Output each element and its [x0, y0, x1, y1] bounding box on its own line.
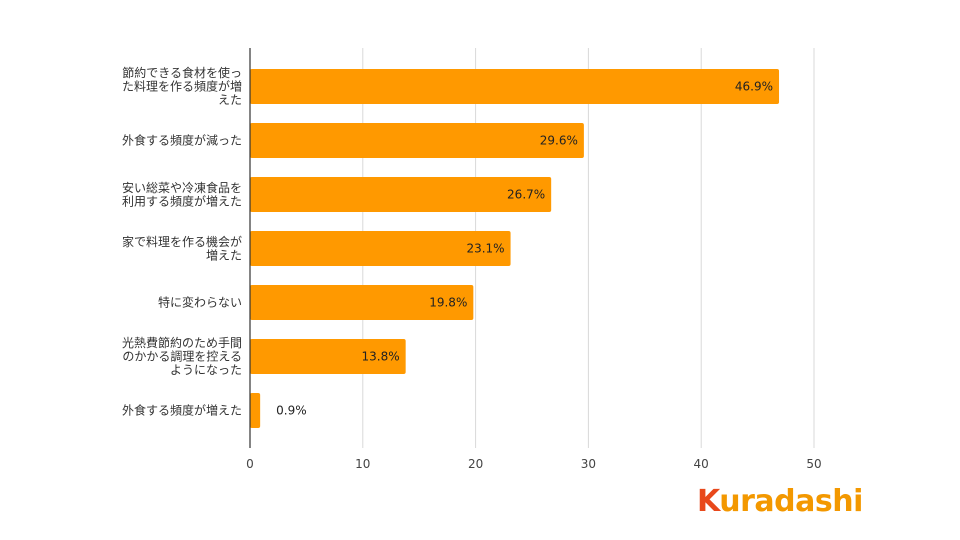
value-label-2: 29.6% [540, 134, 578, 148]
x-tick-labels: 0 10 20 30 40 50 [246, 457, 821, 471]
value-labels: 46.9% 29.6% 26.7% 23.1% 19.8% 13.8% 0.9% [276, 80, 773, 418]
category-label-6: 光熱費節約のため手間のかかる調理を控えるようになった [122, 335, 242, 377]
x-tick-label-0: 0 [246, 457, 254, 471]
category-labels: 節約できる食材を使った料理を作る頻度が増えた外食する頻度が減った安い総菜や冷凍食… [122, 65, 242, 418]
kuradashi-logo: Kuradashi [697, 487, 863, 517]
logo-text: uradashi [719, 484, 863, 519]
x-tick-label-40: 40 [694, 457, 709, 471]
category-label-4: 家で料理を作る機会が増えた [122, 234, 242, 263]
category-label-1: 節約できる食材を使った料理を作る頻度が増えた [122, 65, 242, 107]
value-label-1: 46.9% [735, 80, 773, 94]
x-tick-label-20: 20 [468, 457, 483, 471]
value-label-3: 26.7% [507, 188, 545, 202]
x-tick-label-50: 50 [806, 457, 821, 471]
value-label-5: 19.8% [429, 296, 467, 310]
category-label-3: 安い総菜や冷凍食品を利用する頻度が増えた [122, 180, 242, 209]
bar-5 [250, 285, 474, 320]
bar-1 [250, 69, 780, 104]
bar-6 [250, 339, 406, 374]
value-label-6: 13.8% [362, 350, 400, 364]
bar-2 [250, 123, 584, 158]
category-label-2: 外食する頻度が減った [122, 133, 242, 148]
category-label-7: 外食する頻度が増えた [122, 403, 242, 418]
bar-4 [250, 231, 511, 266]
gridlines [362, 48, 815, 448]
value-label-4: 23.1% [466, 242, 504, 256]
bar-3 [250, 177, 552, 212]
bars [250, 69, 780, 428]
bar-7 [250, 393, 261, 428]
x-tick-label-30: 30 [581, 457, 596, 471]
logo-initial: K [697, 484, 720, 519]
x-tick-label-10: 10 [355, 457, 370, 471]
category-label-5: 特に変わらない [158, 295, 242, 310]
value-label-7: 0.9% [276, 404, 307, 418]
